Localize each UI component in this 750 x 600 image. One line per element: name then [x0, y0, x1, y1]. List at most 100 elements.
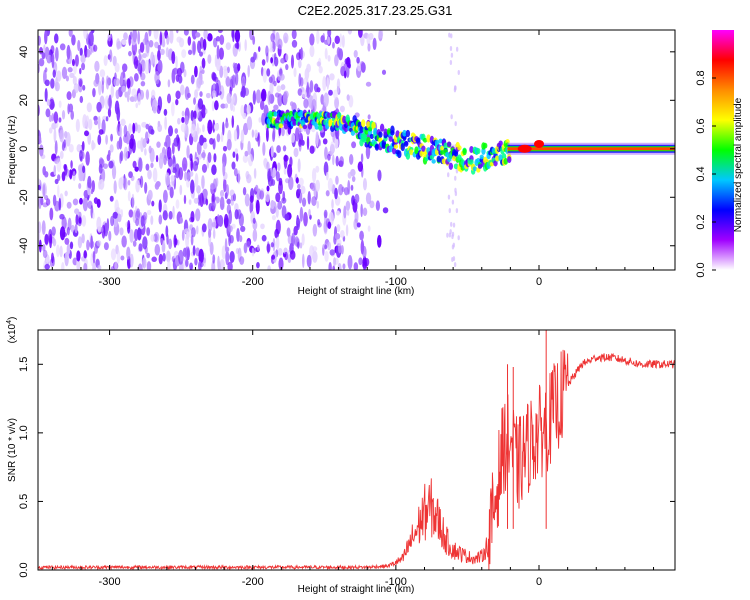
noise-blob: [67, 67, 73, 73]
noise-blob: [53, 33, 59, 44]
noise-blob: [205, 198, 209, 206]
noise-blob: [184, 245, 191, 261]
noise-blob: [86, 102, 92, 113]
noise-blob: [199, 91, 203, 97]
noise-blob: [94, 60, 100, 72]
noise-blob: [193, 110, 197, 120]
colorbar-tick-label: 0.6: [695, 118, 707, 133]
noise-blob: [267, 90, 271, 106]
noise-blob: [293, 67, 297, 78]
noise-blob: [201, 152, 206, 159]
ridge-blob: [371, 121, 376, 130]
noise-blob: [231, 161, 236, 170]
noise-blob: [377, 234, 382, 248]
noise-blob: [225, 184, 229, 197]
noise-blob: [44, 67, 48, 73]
noise-blob: [209, 137, 214, 145]
colorbar-gradient: [712, 30, 734, 270]
noise-blob: [59, 129, 64, 143]
noise-blob: [68, 30, 73, 37]
noise-blob: [199, 134, 205, 146]
noise-blob: [208, 203, 214, 212]
noise-blob: [231, 95, 236, 104]
noise-blob: [57, 184, 60, 198]
noise-blob: [66, 44, 71, 60]
noise-blob: [305, 86, 311, 99]
noise-blob: [136, 124, 141, 134]
ridge-blob: [393, 144, 399, 149]
noise-blob: [334, 54, 339, 67]
noise-blob: [144, 59, 150, 75]
noise-blob: [49, 207, 54, 221]
noise-blob: [256, 261, 260, 269]
noise-blob: [290, 54, 295, 69]
noise-blob: [140, 215, 145, 227]
noise-blob: [362, 245, 367, 259]
noise-blob: [233, 62, 239, 75]
noise-blob: [46, 99, 51, 106]
noise-blob: [61, 66, 68, 80]
noise-blob: [258, 46, 261, 52]
noise-blob: [165, 134, 171, 149]
noise-blob: [219, 65, 224, 78]
noise-blob: [69, 169, 73, 180]
noise-blob: [308, 208, 311, 217]
noise-blob: [320, 94, 325, 105]
noise-blob: [301, 253, 305, 268]
noise-blob: [194, 173, 199, 188]
noise-blob: [160, 48, 165, 56]
noise-blob: [212, 119, 216, 133]
noise-blob: [297, 139, 303, 147]
ridge-blob: [403, 141, 409, 147]
noise-blob: [44, 87, 48, 102]
noise-blob: [58, 117, 62, 123]
ridge-blob: [379, 123, 385, 132]
noise-blob: [297, 241, 300, 249]
noise-blob: [327, 241, 332, 251]
snr-panel: -300 -200 -100 0 0.0 0.5 1.0 1.5 Height of str…: [6, 317, 676, 595]
noise-blob: [360, 153, 364, 163]
noise-blob: [332, 42, 335, 49]
noise-blob: [59, 150, 64, 160]
band-bump: [534, 139, 545, 148]
noise-blob: [190, 210, 195, 223]
noise-blob: [79, 150, 83, 161]
noise-blob: [118, 136, 123, 150]
noise-blob: [44, 171, 49, 178]
noise-blob: [181, 157, 188, 172]
noise-blob: [241, 85, 246, 98]
ridge-blob: [302, 124, 308, 130]
noise-blob: [145, 123, 150, 130]
noise-blob: [201, 223, 207, 233]
noise-blob: [291, 39, 298, 48]
ridge-blob: [472, 166, 478, 172]
noise-blob: [283, 154, 289, 162]
noise-blob: [381, 69, 387, 75]
noise-blob: [136, 208, 141, 218]
noise-blob: [146, 209, 152, 216]
noise-blob: [297, 183, 301, 190]
noise-blob: [175, 55, 178, 69]
noise-blob: [252, 90, 256, 105]
noise-blob: [82, 196, 88, 212]
colorbar-ticks: 0.0 0.2 0.4 0.6 0.8: [695, 70, 716, 278]
noise-blob: [50, 78, 55, 89]
noise-blob: [335, 210, 340, 216]
noise-blob: [214, 123, 220, 131]
noise-blob: [256, 244, 260, 251]
noise-blob: [56, 157, 62, 173]
noise-blob: [66, 226, 70, 236]
noise-blob: [298, 130, 302, 139]
noise-blob: [446, 232, 449, 238]
snr-y-scale-text: (x10: [7, 323, 18, 343]
noise-blob: [183, 194, 187, 205]
ridge-blob: [438, 138, 443, 144]
noise-blob: [349, 153, 354, 165]
noise-blob: [54, 140, 58, 155]
noise-blob: [78, 211, 82, 219]
noise-blob: [107, 33, 112, 42]
noise-blob: [220, 103, 226, 109]
noise-blob: [332, 154, 335, 166]
noise-blob: [123, 125, 128, 138]
